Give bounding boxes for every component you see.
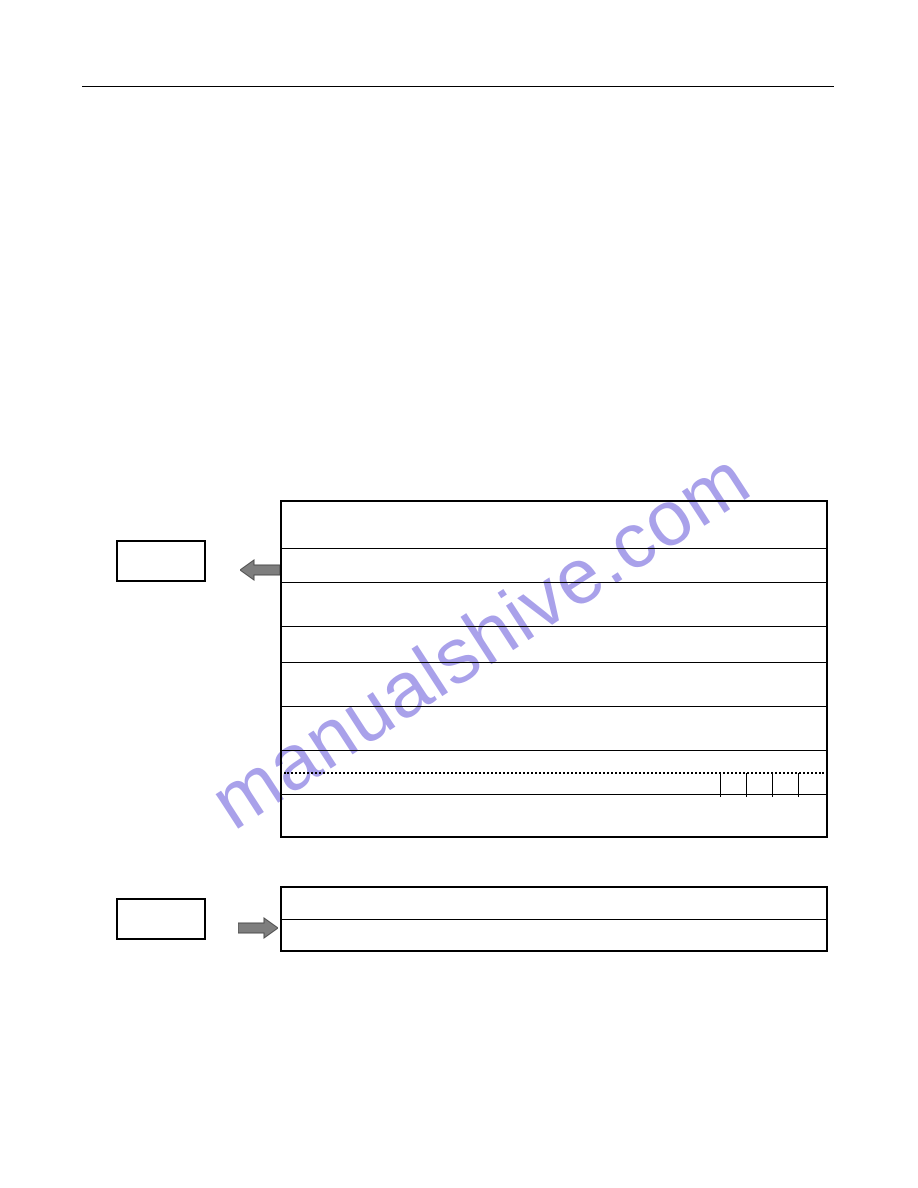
arrow-left-icon — [240, 558, 280, 582]
upper-label-box — [116, 540, 206, 582]
lower-panel-row-divider — [280, 919, 828, 920]
upper-panel-row-divider — [280, 548, 828, 549]
lower-panel-rows — [280, 886, 828, 952]
upper-panel-cells — [720, 773, 824, 797]
upper-panel-row-divider — [280, 662, 828, 663]
upper-panel-row-divider — [280, 750, 828, 751]
cell — [746, 773, 772, 797]
top-rule — [82, 86, 834, 87]
upper-panel-row-divider — [280, 582, 828, 583]
arrow-right-icon — [238, 916, 278, 940]
upper-panel-row-divider — [280, 706, 828, 707]
cell — [772, 773, 798, 797]
upper-panel-row-divider — [280, 626, 828, 627]
cell — [720, 773, 746, 797]
lower-label-box — [116, 898, 206, 940]
document-page: { "watermark": { "text": "manualshive.co… — [0, 0, 918, 1188]
cell — [798, 773, 824, 797]
